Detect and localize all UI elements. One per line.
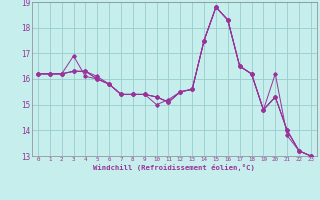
X-axis label: Windchill (Refroidissement éolien,°C): Windchill (Refroidissement éolien,°C) [93, 164, 255, 171]
